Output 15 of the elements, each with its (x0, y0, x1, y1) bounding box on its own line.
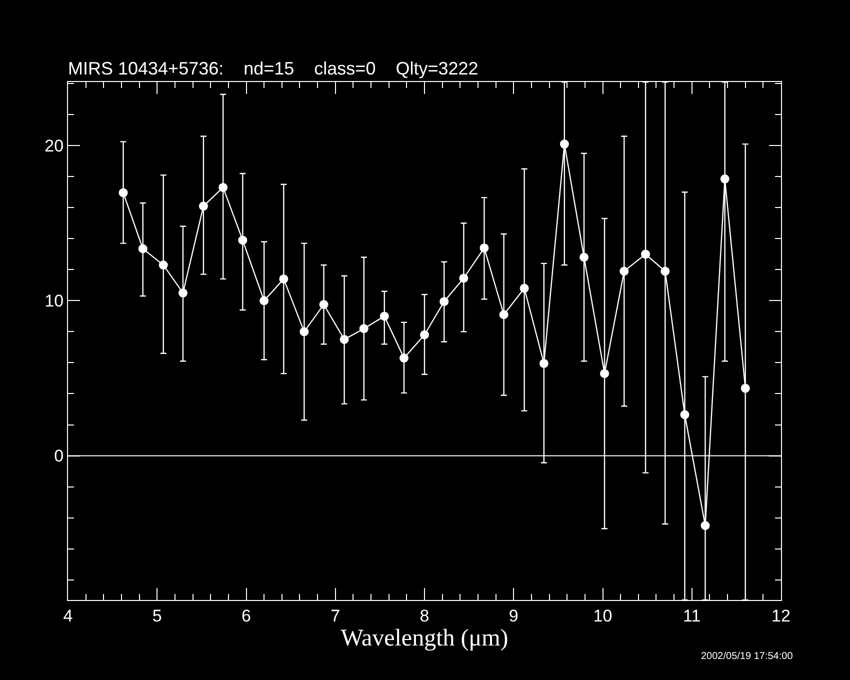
x-tick-label: 12 (772, 606, 790, 626)
y-tick-label: 10 (44, 292, 64, 311)
chart-title: MIRS 10434+5736: nd=15 class=0 Qlty=3222 (68, 58, 478, 79)
x-tick-label: 8 (420, 606, 430, 626)
y-tick-label: 20 (44, 136, 64, 156)
x-axis-title: Wavelength (μm) (340, 626, 508, 652)
text: 2002/05/19 17:54:00 (701, 651, 794, 662)
y-tick-label: 0 (54, 446, 64, 466)
x-tick-label: 4 (63, 606, 73, 626)
x-tick-label: 7 (330, 606, 340, 626)
x-tick-label: 11 (683, 606, 701, 626)
x-tick-label: 9 (508, 606, 518, 626)
x-tick-label: 6 (242, 606, 251, 626)
x-tick-label: 10 (593, 606, 612, 626)
x-tick-label: 5 (152, 606, 162, 626)
